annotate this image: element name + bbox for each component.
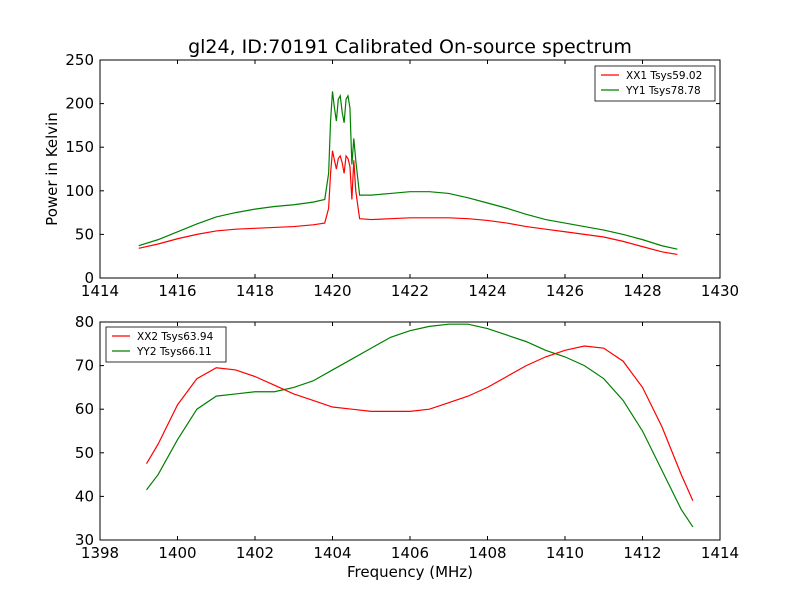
figure-title: gl24, ID:70191 Calibrated On-source spec…: [188, 36, 632, 58]
chart-legend: XX1 Tsys59.02 YY1 Tsys78.78: [594, 65, 716, 102]
x-tick-label: 1400: [158, 544, 196, 562]
y-tick-label: 0: [84, 269, 94, 287]
series-line-1: [138, 150, 678, 256]
top-panel-plot: 1414 1416 1418 1420 1422 1424 1426 1428 1430 0 50 1…: [43, 51, 739, 300]
y-tick-label: 80: [75, 313, 94, 331]
y-tick-label: 100: [65, 182, 94, 200]
x-tick-label: 1402: [236, 544, 274, 562]
series-line-1: [145, 345, 694, 502]
legend-box: [594, 65, 716, 102]
x-tick-label: 1422: [391, 282, 429, 300]
x-tick-label: 1408: [468, 544, 506, 562]
y-tick-label: 50: [75, 225, 94, 243]
y-axis-label: Power in Kelvin: [43, 112, 61, 226]
chart-legend: XX2 Tsys63.94 YY2 Tsys66.11: [105, 326, 227, 363]
y-tick-label: 150: [65, 138, 94, 156]
y-tick-label: 70: [75, 357, 94, 375]
x-tick-label: 1428: [623, 282, 661, 300]
x-tick-label: 1410: [546, 544, 584, 562]
y-tick-label: 200: [65, 95, 94, 113]
bottom-panel-plot: 1398 1400 1402 1404 1406 1408 1410 1412 1414 30 40…: [75, 313, 739, 581]
x-tick-label: 1414: [81, 282, 119, 300]
series-line-2: [146, 323, 694, 528]
x-axis-label: Frequency (MHz): [347, 563, 473, 581]
x-tick-label: 1414: [701, 544, 739, 562]
legend-label: YY1 Tsys78.78: [625, 85, 701, 97]
x-tick-label: 1430: [701, 282, 739, 300]
legend-label: XX1 Tsys59.02: [626, 70, 702, 82]
x-tick-label: 1418: [236, 282, 274, 300]
x-tick-label: 1404: [313, 544, 351, 562]
x-tick-label: 1416: [158, 282, 196, 300]
y-tick-label: 250: [65, 51, 94, 69]
y-tick-label: 60: [75, 400, 94, 418]
legend-label: YY2 Tsys66.11: [136, 346, 212, 358]
x-tick-label: 1424: [468, 282, 506, 300]
y-tick-label: 50: [75, 444, 94, 462]
x-tick-label: 1406: [391, 544, 429, 562]
y-tick-label: 30: [75, 531, 94, 549]
x-tick-label: 1412: [623, 544, 661, 562]
y-tick-label: 40: [75, 487, 94, 505]
series-line-2: [138, 91, 678, 250]
legend-box: [105, 326, 227, 363]
x-tick-label: 1398: [81, 544, 119, 562]
x-tick-label: 1426: [546, 282, 584, 300]
legend-label: XX2 Tsys63.94: [137, 331, 214, 343]
x-tick-label: 1420: [313, 282, 351, 300]
